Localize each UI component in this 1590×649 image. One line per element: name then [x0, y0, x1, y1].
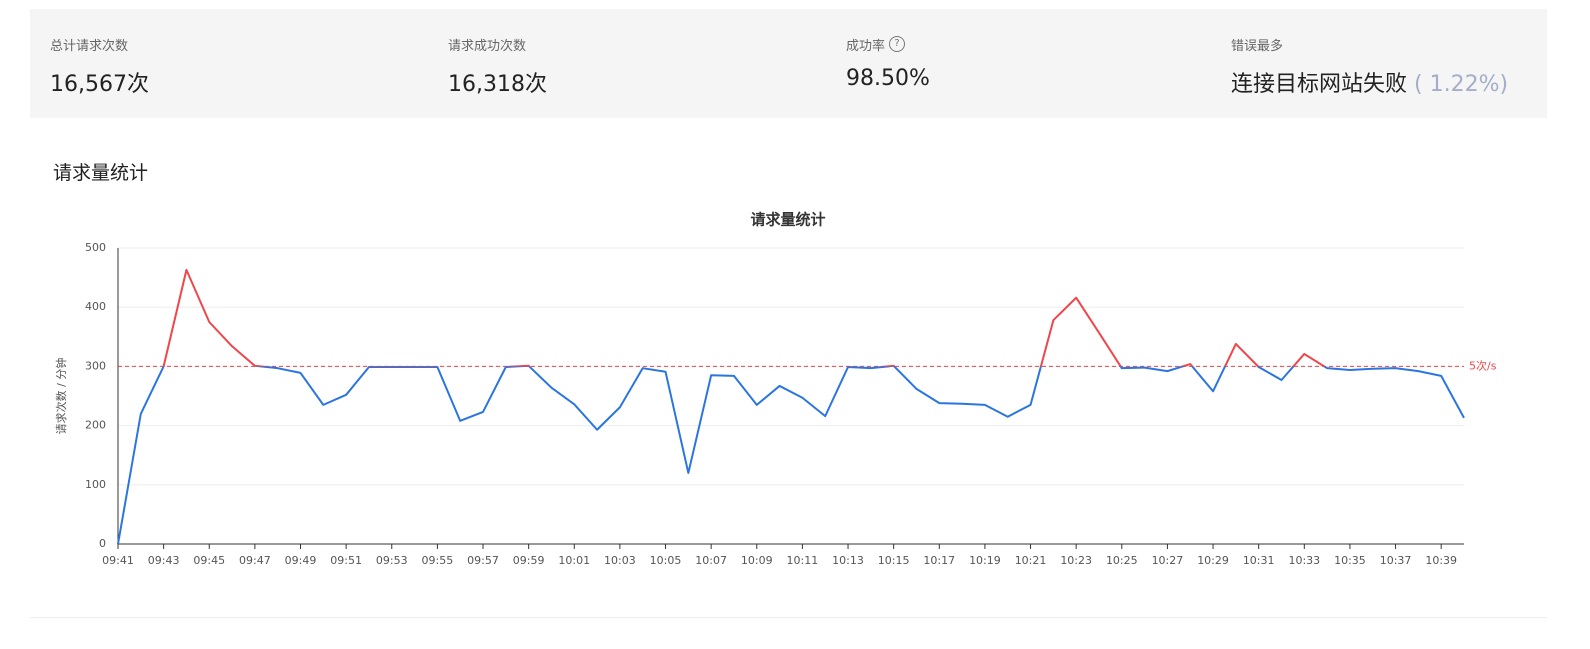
- help-icon[interactable]: ?: [889, 36, 906, 52]
- x-tick-label: 09:41: [102, 554, 134, 567]
- y-tick-label: 0: [99, 537, 106, 550]
- x-tick-label: 09:53: [376, 554, 408, 567]
- stat-value: 16,318次: [448, 72, 547, 97]
- y-tick-label: 300: [85, 359, 106, 372]
- stat-value: 连接目标网站失败: [1231, 72, 1408, 97]
- y-tick-label: 200: [85, 419, 106, 432]
- stat-value: 16,567次: [50, 72, 149, 97]
- x-tick-label: 10:19: [969, 554, 1001, 567]
- stat-label: 成功率: [846, 38, 886, 54]
- x-tick-label: 10:39: [1425, 554, 1457, 567]
- stat: 错误最多 连接目标网站失败 ( 1.22%): [1231, 35, 1508, 98]
- stat-value: 98.50%: [846, 66, 930, 91]
- y-tick-label: 500: [85, 241, 106, 254]
- x-tick-label: 10:01: [558, 554, 590, 567]
- y-tick-label: 100: [85, 478, 106, 491]
- x-tick-label: 10:23: [1060, 554, 1092, 567]
- x-tick-label: 10:11: [787, 554, 819, 567]
- x-tick-label: 09:45: [193, 554, 225, 567]
- x-tick-label: 10:03: [604, 554, 636, 567]
- stat: 总计请求次数 16,567次: [50, 35, 149, 98]
- chart-title: 请求量统计: [750, 211, 825, 229]
- stats-panel: 总计请求次数 16,567次 请求成功次数 16,318次 成功率? 98.50…: [30, 9, 1547, 118]
- stat-label: 总计请求次数: [50, 38, 129, 54]
- section-title: 请求量统计: [53, 162, 149, 184]
- stat-detail: ( 1.22%): [1414, 72, 1509, 97]
- x-tick-label: 09:55: [422, 554, 454, 567]
- stat: 请求成功次数 16,318次: [448, 35, 547, 98]
- stat-label: 请求成功次数: [448, 38, 527, 54]
- x-tick-label: 10:05: [650, 554, 682, 567]
- x-tick-label: 09:59: [513, 554, 545, 567]
- x-tick-label: 10:15: [878, 554, 910, 567]
- y-tick-label: 400: [85, 300, 106, 313]
- stat-label-row: 成功率?: [846, 35, 930, 54]
- x-tick-label: 10:33: [1288, 554, 1320, 567]
- line-series: [117, 268, 1465, 545]
- threshold-label: 5次/s: [1469, 358, 1497, 372]
- x-tick-label: 09:51: [330, 554, 362, 567]
- x-tick-label: 09:47: [239, 554, 271, 567]
- x-tick-label: 10:29: [1197, 554, 1229, 567]
- x-tick-label: 10:35: [1334, 554, 1366, 567]
- x-tick-label: 10:09: [741, 554, 773, 567]
- x-tick-label: 10:17: [923, 554, 955, 567]
- x-tick-label: 09:49: [285, 554, 317, 567]
- x-tick-label: 09:57: [467, 554, 499, 567]
- y-axis-label: 请求次数 / 分钟: [54, 358, 68, 435]
- stat: 成功率? 98.50%: [846, 35, 930, 91]
- x-tick-label: 10:31: [1243, 554, 1275, 567]
- divider: [30, 617, 1547, 618]
- x-tick-label: 10:27: [1152, 554, 1184, 567]
- stat-label: 错误最多: [1231, 38, 1284, 54]
- x-tick-label: 10:21: [1015, 554, 1047, 567]
- stat-value-row: 连接目标网站失败 ( 1.22%): [1231, 66, 1508, 98]
- x-tick-label: 10:37: [1380, 554, 1412, 567]
- x-tick-label: 09:43: [148, 554, 180, 567]
- x-tick-label: 10:07: [695, 554, 727, 567]
- x-tick-label: 10:25: [1106, 554, 1138, 567]
- x-tick-label: 10:13: [832, 554, 864, 567]
